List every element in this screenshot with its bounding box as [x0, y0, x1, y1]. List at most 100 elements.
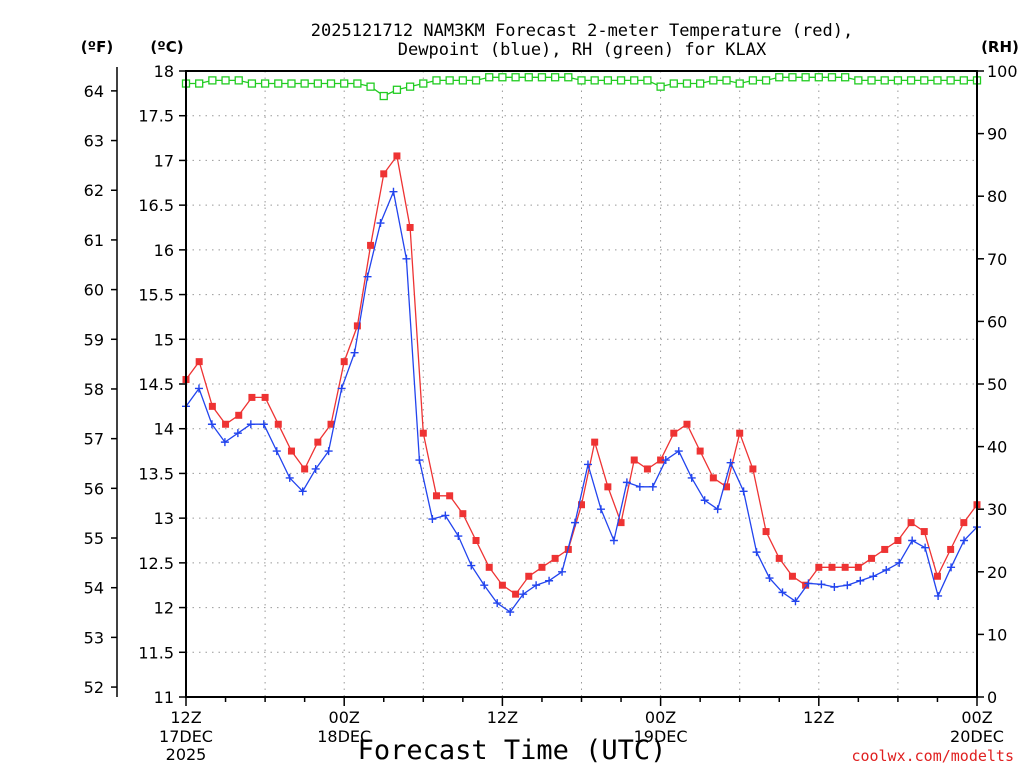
rh-point: [933, 76, 942, 85]
rh-point: [247, 79, 257, 88]
celsius-tick-label: 13.5: [138, 464, 174, 483]
rh-point: [722, 76, 731, 85]
dewpoint-point: [454, 532, 463, 541]
dewpoint-point: [415, 456, 424, 465]
rh-point: [260, 79, 270, 88]
dewpoint-point: [622, 478, 631, 487]
temperature-point: [775, 554, 783, 562]
rh-point: [313, 79, 322, 88]
dewpoint-point: [519, 590, 528, 599]
temperature-point: [274, 420, 282, 428]
rh-point: [893, 76, 903, 85]
rh-point: [669, 79, 678, 88]
dewpoint-point: [856, 576, 865, 585]
temperature-point: [854, 563, 862, 571]
temperature-point: [604, 483, 612, 491]
celsius-tick-label: 13: [154, 509, 174, 528]
temperature-point: [736, 429, 744, 437]
rh-point: [498, 73, 507, 82]
fahrenheit-tick-label: 55: [84, 529, 104, 548]
celsius-tick-label: 17: [154, 151, 174, 170]
x-tick-label: 00Z: [961, 708, 992, 727]
fahrenheit-tick-label: 64: [84, 82, 104, 101]
temperature-point: [525, 572, 533, 580]
dewpoint-point: [765, 574, 774, 583]
dewpoint-point: [506, 608, 515, 617]
dewpoint-point: [960, 536, 969, 545]
rh-point: [366, 82, 375, 91]
dewpoint-point: [713, 505, 722, 514]
rh-point: [392, 85, 402, 94]
dewpoint-point: [220, 438, 229, 447]
temperature-point: [709, 474, 717, 482]
temperature-point: [419, 429, 427, 437]
temperature-point: [802, 581, 810, 589]
rh-tick-label: 80: [987, 187, 1007, 206]
dewpoint-point: [350, 348, 359, 357]
dewpoint-point: [493, 599, 502, 608]
dewpoint-point: [311, 464, 320, 473]
temperature-point: [327, 420, 335, 428]
rh-point: [920, 76, 929, 85]
celsius-tick-label: 14.5: [138, 375, 174, 394]
rh-tick-label: 10: [987, 625, 1007, 644]
chart-title-line1: 2025121712 NAM3KM Forecast 2-meter Tempe…: [311, 21, 853, 41]
dewpoint-point: [921, 543, 930, 552]
rh-point: [274, 79, 283, 88]
credit-text: coolwx.com/modelts: [851, 747, 1014, 765]
fahrenheit-tick-label: 62: [84, 181, 104, 200]
dewpoint-point: [389, 187, 398, 196]
dewpoint-point: [648, 482, 657, 491]
rh-point: [761, 76, 771, 85]
celsius-tick-label: 15.5: [138, 286, 174, 305]
temperature-point: [261, 393, 269, 401]
dewpoint-point: [843, 581, 852, 590]
gridlines: [186, 71, 977, 697]
rh-point: [432, 76, 441, 85]
temperature-point: [683, 420, 691, 428]
fahrenheit-tick-label: 61: [84, 231, 104, 250]
temperature-point: [472, 537, 480, 544]
temperature-point: [920, 528, 928, 536]
rh-point: [537, 73, 547, 82]
temperature-point: [960, 519, 968, 527]
dewpoint-point: [778, 588, 787, 597]
rh-point: [656, 82, 665, 91]
temperature-point: [841, 563, 849, 571]
chart-title-line2: Dewpoint (blue), RH (green) for KLAX: [398, 40, 767, 60]
temperature-point: [762, 528, 770, 536]
dewpoint-point: [259, 420, 268, 429]
dewpoint-point: [609, 536, 618, 545]
x-tick-date-label: 17DEC: [159, 727, 213, 746]
temperature-point: [287, 447, 295, 455]
rh-point: [616, 76, 626, 85]
dewpoint-point: [583, 460, 592, 469]
dewpoint-point: [545, 576, 554, 585]
rh-point: [234, 76, 243, 85]
rh-point: [827, 73, 837, 82]
rh-point: [788, 73, 797, 82]
temperature-point: [235, 411, 243, 419]
dewpoint-point: [363, 272, 372, 281]
rh-point: [287, 79, 296, 88]
dewpoint-point: [233, 429, 242, 438]
rh-tick-label: 70: [987, 250, 1007, 269]
celsius-tick-label: 14: [154, 420, 174, 439]
temperature-point: [657, 456, 665, 464]
celsius-tick-label: 11: [154, 688, 174, 707]
celsius-tick-label: 15: [154, 330, 174, 349]
rh-point: [854, 76, 863, 85]
rh-point: [379, 91, 388, 101]
fahrenheit-tick-label: 59: [84, 330, 104, 349]
temperature-point: [446, 492, 454, 500]
dewpoint-point: [285, 473, 294, 482]
celsius-tick-label: 17.5: [138, 107, 174, 126]
rh-point: [300, 79, 309, 88]
dewpoint-point: [817, 580, 826, 589]
temperature-point: [578, 501, 585, 509]
temperature-point: [380, 170, 388, 178]
rh-tick-label: 0: [987, 688, 997, 707]
fahrenheit-tick-label: 56: [84, 479, 104, 498]
rh-point: [195, 79, 204, 88]
dewpoint-point: [687, 473, 696, 482]
